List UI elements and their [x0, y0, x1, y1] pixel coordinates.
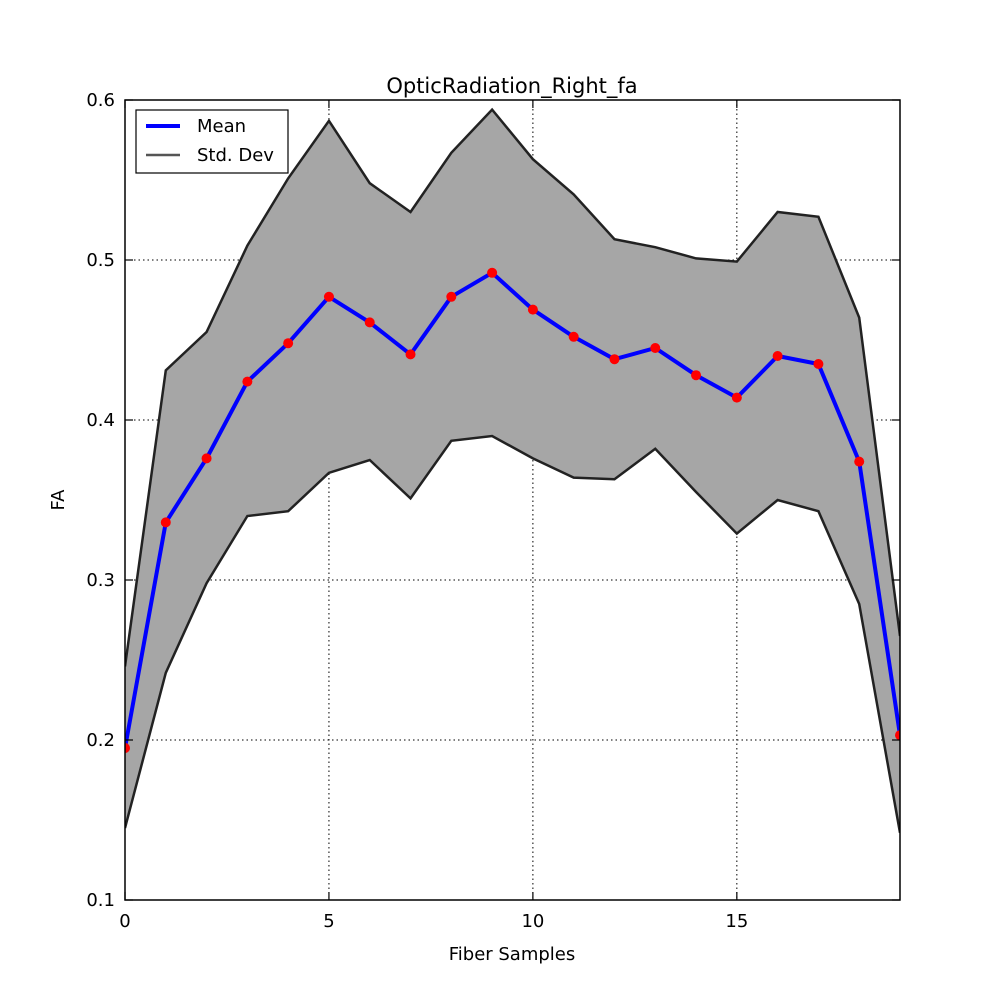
ticks [124, 99, 900, 901]
legend-mean-label: Mean [197, 116, 246, 137]
y-tick-label-3: 0.4 [86, 410, 115, 431]
mean-point-17 [813, 359, 824, 369]
mean-point-2 [201, 453, 212, 464]
mean-point-1 [160, 517, 171, 528]
mean-point-16 [772, 351, 783, 361]
mean-point-19 [895, 730, 900, 741]
mean-point-8 [446, 291, 457, 302]
mean-point-12 [609, 354, 620, 365]
x-tick-label-3: 15 [725, 911, 748, 932]
legend: Mean Std. Dev [135, 109, 289, 174]
legend-box [135, 109, 289, 174]
legend-std-dev-label: Std. Dev [197, 145, 274, 166]
std-dev-lower-line [125, 434, 900, 834]
x-tick-label-0: 0 [119, 911, 130, 932]
x-axis-label: Fiber Samples [449, 944, 576, 965]
mean-line [125, 270, 900, 749]
std-dev-band [125, 109, 900, 833]
mean-point-0 [125, 743, 130, 753]
y-tick-label-5: 0.6 [86, 90, 115, 111]
mean-point-6 [364, 317, 375, 328]
y-tick-label-2: 0.3 [86, 570, 115, 591]
mean-point-9 [487, 267, 498, 278]
mean-point-15 [731, 392, 742, 403]
mean-point-5 [323, 291, 334, 302]
mean-point-13 [650, 343, 661, 353]
plot-frame [124, 99, 901, 901]
y-tick-label-0: 0.1 [86, 890, 115, 911]
mean-point-11 [568, 331, 579, 342]
y-tick-label-1: 0.2 [86, 730, 115, 751]
y-tick-label-4: 0.5 [86, 250, 115, 271]
std-dev-upper-line [125, 107, 900, 667]
y-axis-label: FA [48, 489, 69, 511]
mean-point-10 [527, 304, 538, 315]
mean-points [125, 267, 900, 753]
mean-point-7 [405, 349, 416, 360]
tick-labels: 0 5 10 15 0.1 0.2 0.3 0.4 0.5 0.6 [86, 90, 748, 932]
mean-point-3 [242, 376, 253, 387]
mean-point-18 [854, 456, 865, 467]
x-tick-label-2: 10 [521, 911, 544, 932]
mean-point-14 [691, 370, 702, 381]
x-tick-label-1: 5 [323, 911, 334, 932]
chart-title: OpticRadiation_Right_fa [386, 74, 637, 99]
mean-point-4 [283, 338, 294, 349]
